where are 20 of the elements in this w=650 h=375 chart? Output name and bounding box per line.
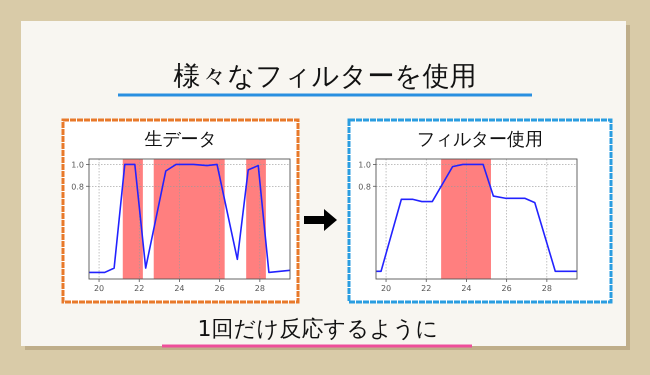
text: 1回だけ反応するように	[198, 317, 438, 342]
x-tick-label: 20	[380, 284, 392, 293]
x-tick-label: 20	[94, 284, 104, 293]
line-series	[376, 164, 578, 272]
x-tick-label: 22	[421, 284, 432, 293]
x-tick-label: 24	[174, 284, 185, 293]
line-series	[88, 164, 291, 274]
x-tick-label: 26	[214, 284, 225, 293]
x-tick-label: 28	[542, 284, 552, 293]
chart-title: 生データ	[144, 129, 216, 150]
y-tick-label: 1.0	[358, 160, 371, 170]
chart-title: フィルター使用	[417, 129, 543, 150]
y-tick-label: 1.0	[71, 160, 84, 170]
x-tick-label: 28	[254, 284, 265, 293]
x-tick-label: 26	[502, 284, 512, 293]
x-tick-label: 24	[461, 284, 472, 293]
y-tick-label: 0.8	[71, 182, 84, 192]
y-tick-label: 0.8	[358, 182, 371, 192]
text: 様々なフィルターを使用	[174, 61, 476, 92]
x-tick-label: 22	[134, 284, 144, 293]
